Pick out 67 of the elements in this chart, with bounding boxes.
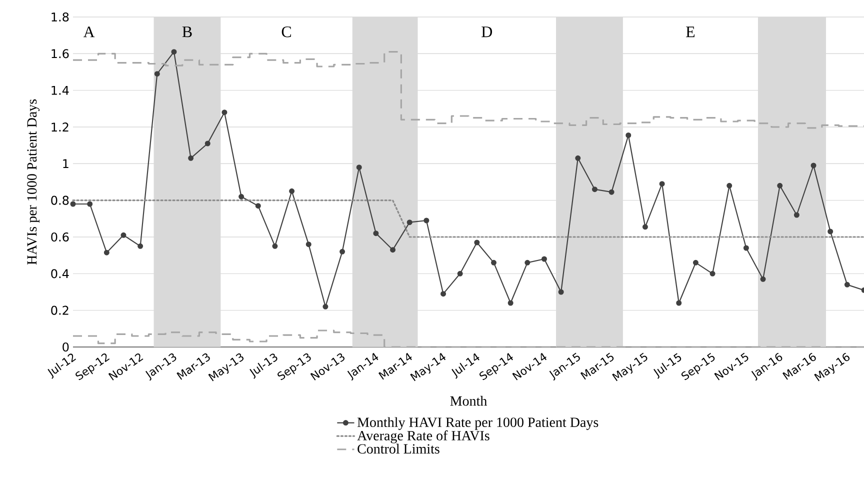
point <box>289 188 295 194</box>
point <box>558 289 564 295</box>
point <box>491 260 496 266</box>
y-tick-label: 1.4 <box>52 86 69 95</box>
y-tick-label: 1.2 <box>52 122 68 132</box>
point <box>171 49 177 55</box>
point <box>322 304 328 310</box>
annotation: D <box>482 26 492 38</box>
legend-label: Control Limits <box>358 444 440 454</box>
point <box>828 228 834 234</box>
point <box>692 260 698 266</box>
point <box>154 71 160 77</box>
point <box>457 270 463 276</box>
legend-label: Average Rate of HAVIs <box>357 430 490 444</box>
point <box>204 140 210 146</box>
point <box>138 243 144 249</box>
annotation: E <box>686 26 695 38</box>
point <box>238 194 244 200</box>
annotation: C <box>282 26 291 38</box>
point <box>524 260 530 266</box>
point <box>406 220 412 226</box>
point <box>120 232 126 238</box>
legend-label: Monthly HAVI Rate per 1000 Patient Days <box>357 417 598 430</box>
y-tick-label: 0.8 <box>51 196 69 205</box>
point <box>608 189 614 195</box>
point <box>508 300 514 306</box>
y-tick-label: 0.2 <box>51 306 68 315</box>
point <box>710 270 716 276</box>
point <box>642 224 648 230</box>
point <box>390 247 396 253</box>
point <box>424 218 430 224</box>
point <box>592 186 598 192</box>
point <box>440 291 446 297</box>
y-tick-label: 1.6 <box>52 49 69 58</box>
point <box>659 181 665 187</box>
point <box>794 212 800 218</box>
point <box>104 250 110 256</box>
point <box>356 164 362 170</box>
y-tick-label: 0.4 <box>51 269 69 278</box>
y-axis-title: HAVIs per 1000 Patient Days <box>27 99 40 265</box>
annotation: B <box>182 26 192 38</box>
y-tick-label: 1 <box>63 159 68 168</box>
point <box>760 276 766 282</box>
point <box>255 203 261 209</box>
point <box>726 182 732 188</box>
point <box>188 155 194 161</box>
point <box>676 300 682 306</box>
x-axis-title: Month <box>450 396 487 406</box>
point <box>541 256 547 262</box>
point <box>626 132 632 138</box>
point <box>777 182 783 188</box>
y-tick-label: 0.6 <box>51 232 69 242</box>
annotation: A <box>83 26 95 38</box>
point <box>844 282 850 288</box>
point <box>87 201 93 207</box>
y-tick-label: 0 <box>62 342 69 352</box>
point <box>70 201 76 207</box>
point <box>340 248 346 254</box>
point <box>272 243 278 249</box>
point <box>373 230 379 236</box>
point <box>306 242 312 248</box>
point <box>222 110 228 116</box>
y-tick-label: 1.8 <box>52 12 69 22</box>
point <box>474 240 480 246</box>
point <box>743 245 749 251</box>
point <box>575 155 581 161</box>
point <box>810 162 816 168</box>
